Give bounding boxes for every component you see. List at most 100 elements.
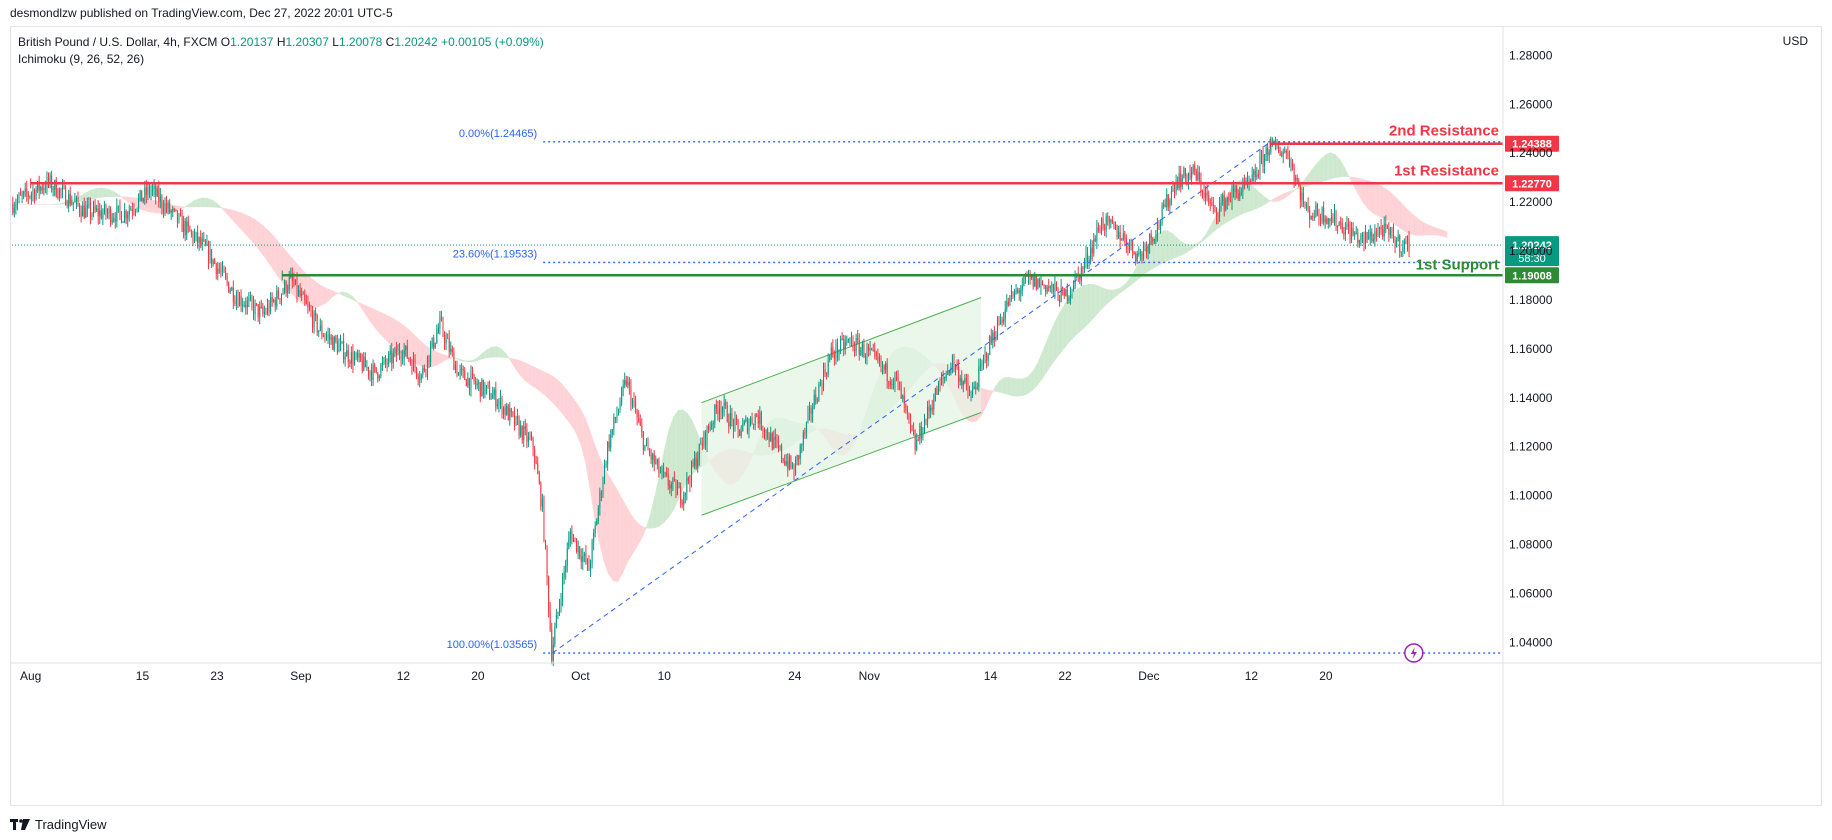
candle-body	[582, 556, 584, 562]
candle-body	[765, 429, 767, 434]
ichimoku-cloud-segment	[1078, 285, 1084, 334]
ichimoku-cloud-segment	[1162, 230, 1168, 264]
symbol-description: British Pound / U.S. Dollar, 4h, FXCM	[18, 35, 218, 49]
candle-body	[914, 434, 916, 450]
x-axis-tick-label: 20	[471, 669, 485, 683]
candle-body	[583, 553, 585, 557]
candle-body	[465, 379, 467, 387]
candle-body	[892, 383, 894, 385]
candle-body	[1323, 207, 1325, 223]
candle-body	[1400, 251, 1402, 253]
indicator-label[interactable]: Ichimoku (9, 26, 52, 26)	[18, 52, 145, 66]
candle-body	[1369, 231, 1371, 238]
candle-body	[978, 366, 980, 388]
candle-body	[350, 352, 352, 364]
x-axis-tick-label: 24	[788, 669, 802, 683]
candle-body	[282, 291, 284, 295]
ichimoku-cloud-segment	[342, 291, 348, 298]
ichimoku-cloud-segment	[528, 364, 535, 388]
ichimoku-cloud-segment	[109, 189, 115, 197]
ichimoku-cloud-segment	[468, 359, 474, 363]
candle-body	[810, 407, 812, 415]
candle-body	[670, 483, 672, 489]
candle-body	[798, 455, 800, 459]
level-price-badge-text: 1.24388	[1512, 139, 1552, 151]
candle-body	[692, 462, 694, 466]
candle-body	[1021, 285, 1023, 291]
candle-body	[1334, 212, 1336, 223]
candle-body	[1119, 231, 1121, 241]
candle-body	[394, 348, 396, 354]
candle-body	[785, 461, 787, 465]
candle-body	[1276, 146, 1278, 148]
candle-body	[1397, 235, 1399, 242]
candle-body	[975, 387, 977, 389]
candle-body	[1284, 150, 1286, 152]
candle-body	[947, 370, 949, 375]
ichimoku-cloud-segment	[1157, 230, 1164, 266]
candle-body	[501, 398, 503, 415]
candle-body	[1147, 245, 1149, 253]
candle-body	[159, 196, 161, 202]
candle-body	[939, 382, 941, 384]
candle-body	[1052, 284, 1054, 292]
candle-body	[992, 332, 994, 343]
ichimoku-cloud-segment	[267, 229, 274, 270]
candle-body	[632, 400, 634, 406]
candle-body	[1209, 202, 1211, 204]
candle-body	[346, 349, 348, 357]
y-axis-tick-label: 1.16000	[1509, 342, 1553, 356]
candle-body	[509, 408, 511, 421]
candle-body	[872, 349, 874, 351]
candle-body	[1082, 267, 1084, 269]
candle-body	[838, 350, 840, 355]
candle-body	[695, 457, 697, 468]
candle-body	[711, 423, 713, 429]
candle-body	[1347, 224, 1349, 228]
candle-body	[523, 426, 525, 441]
ichimoku-cloud-segment	[1199, 235, 1206, 244]
level-price-badge-text: 1.19008	[1512, 270, 1552, 282]
candle-body	[787, 461, 789, 470]
candle-body	[1346, 224, 1348, 228]
candle-body	[910, 417, 912, 426]
candle-body	[599, 492, 601, 508]
low-value: 1.20078	[338, 35, 383, 49]
candle-body	[874, 349, 876, 352]
candle-body	[936, 388, 938, 395]
candle-body	[816, 401, 818, 403]
candle-body	[686, 478, 688, 493]
x-axis-tick-label: 15	[136, 669, 150, 683]
candle-body	[1177, 181, 1179, 189]
candle-body	[642, 432, 644, 451]
candle-body	[164, 203, 166, 212]
candle-body	[1219, 203, 1221, 217]
candle-body	[37, 181, 39, 190]
candle-body	[158, 188, 160, 202]
candle-body	[1116, 224, 1118, 238]
candle-body	[1355, 232, 1357, 234]
chart-frame[interactable]	[10, 26, 1822, 806]
candle-body	[1360, 234, 1362, 241]
ichimoku-cloud-segment	[319, 284, 325, 307]
candle-body	[1250, 180, 1252, 182]
candle-body	[16, 200, 18, 205]
candle-body	[408, 358, 410, 360]
ichimoku-cloud-segment	[361, 303, 367, 317]
ichimoku-cloud-segment	[1004, 377, 1010, 396]
ichimoku-cloud-segment	[1046, 330, 1052, 374]
candle-body	[1130, 240, 1132, 245]
candle-body	[364, 356, 366, 368]
candle-body	[312, 313, 314, 328]
candle-body	[113, 218, 115, 220]
ichimoku-cloud-segment	[552, 375, 558, 409]
footer-branding[interactable]: TradingView	[10, 817, 107, 832]
candle-body	[596, 520, 598, 526]
candle-body	[383, 358, 385, 363]
candle-body	[1102, 218, 1104, 229]
ichimoku-cloud-segment	[980, 387, 987, 416]
candle-body	[608, 442, 610, 448]
candle-body	[138, 198, 140, 209]
candle-body	[698, 443, 700, 460]
